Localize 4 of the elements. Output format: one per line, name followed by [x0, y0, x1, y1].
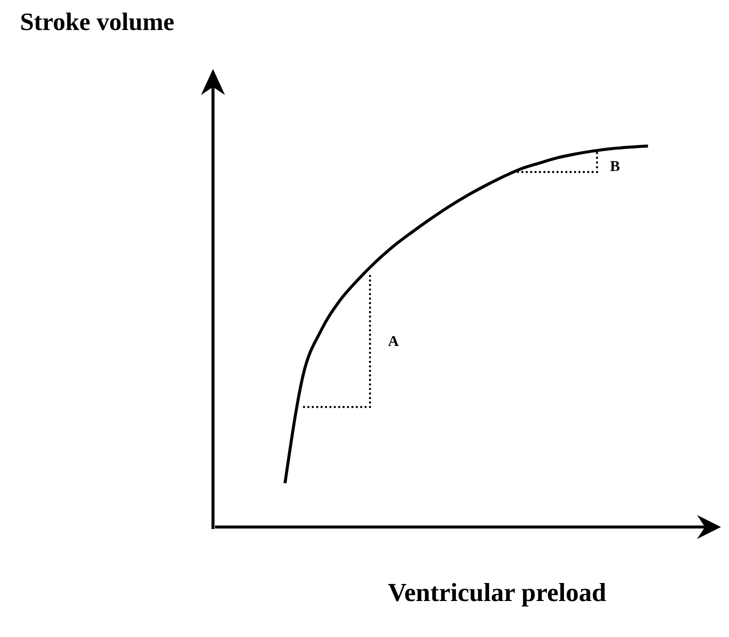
x-axis-title: Ventricular preload [388, 578, 607, 607]
text: Stroke volume [20, 9, 174, 36]
annotation: A [388, 334, 399, 350]
annotation: B [610, 159, 620, 175]
